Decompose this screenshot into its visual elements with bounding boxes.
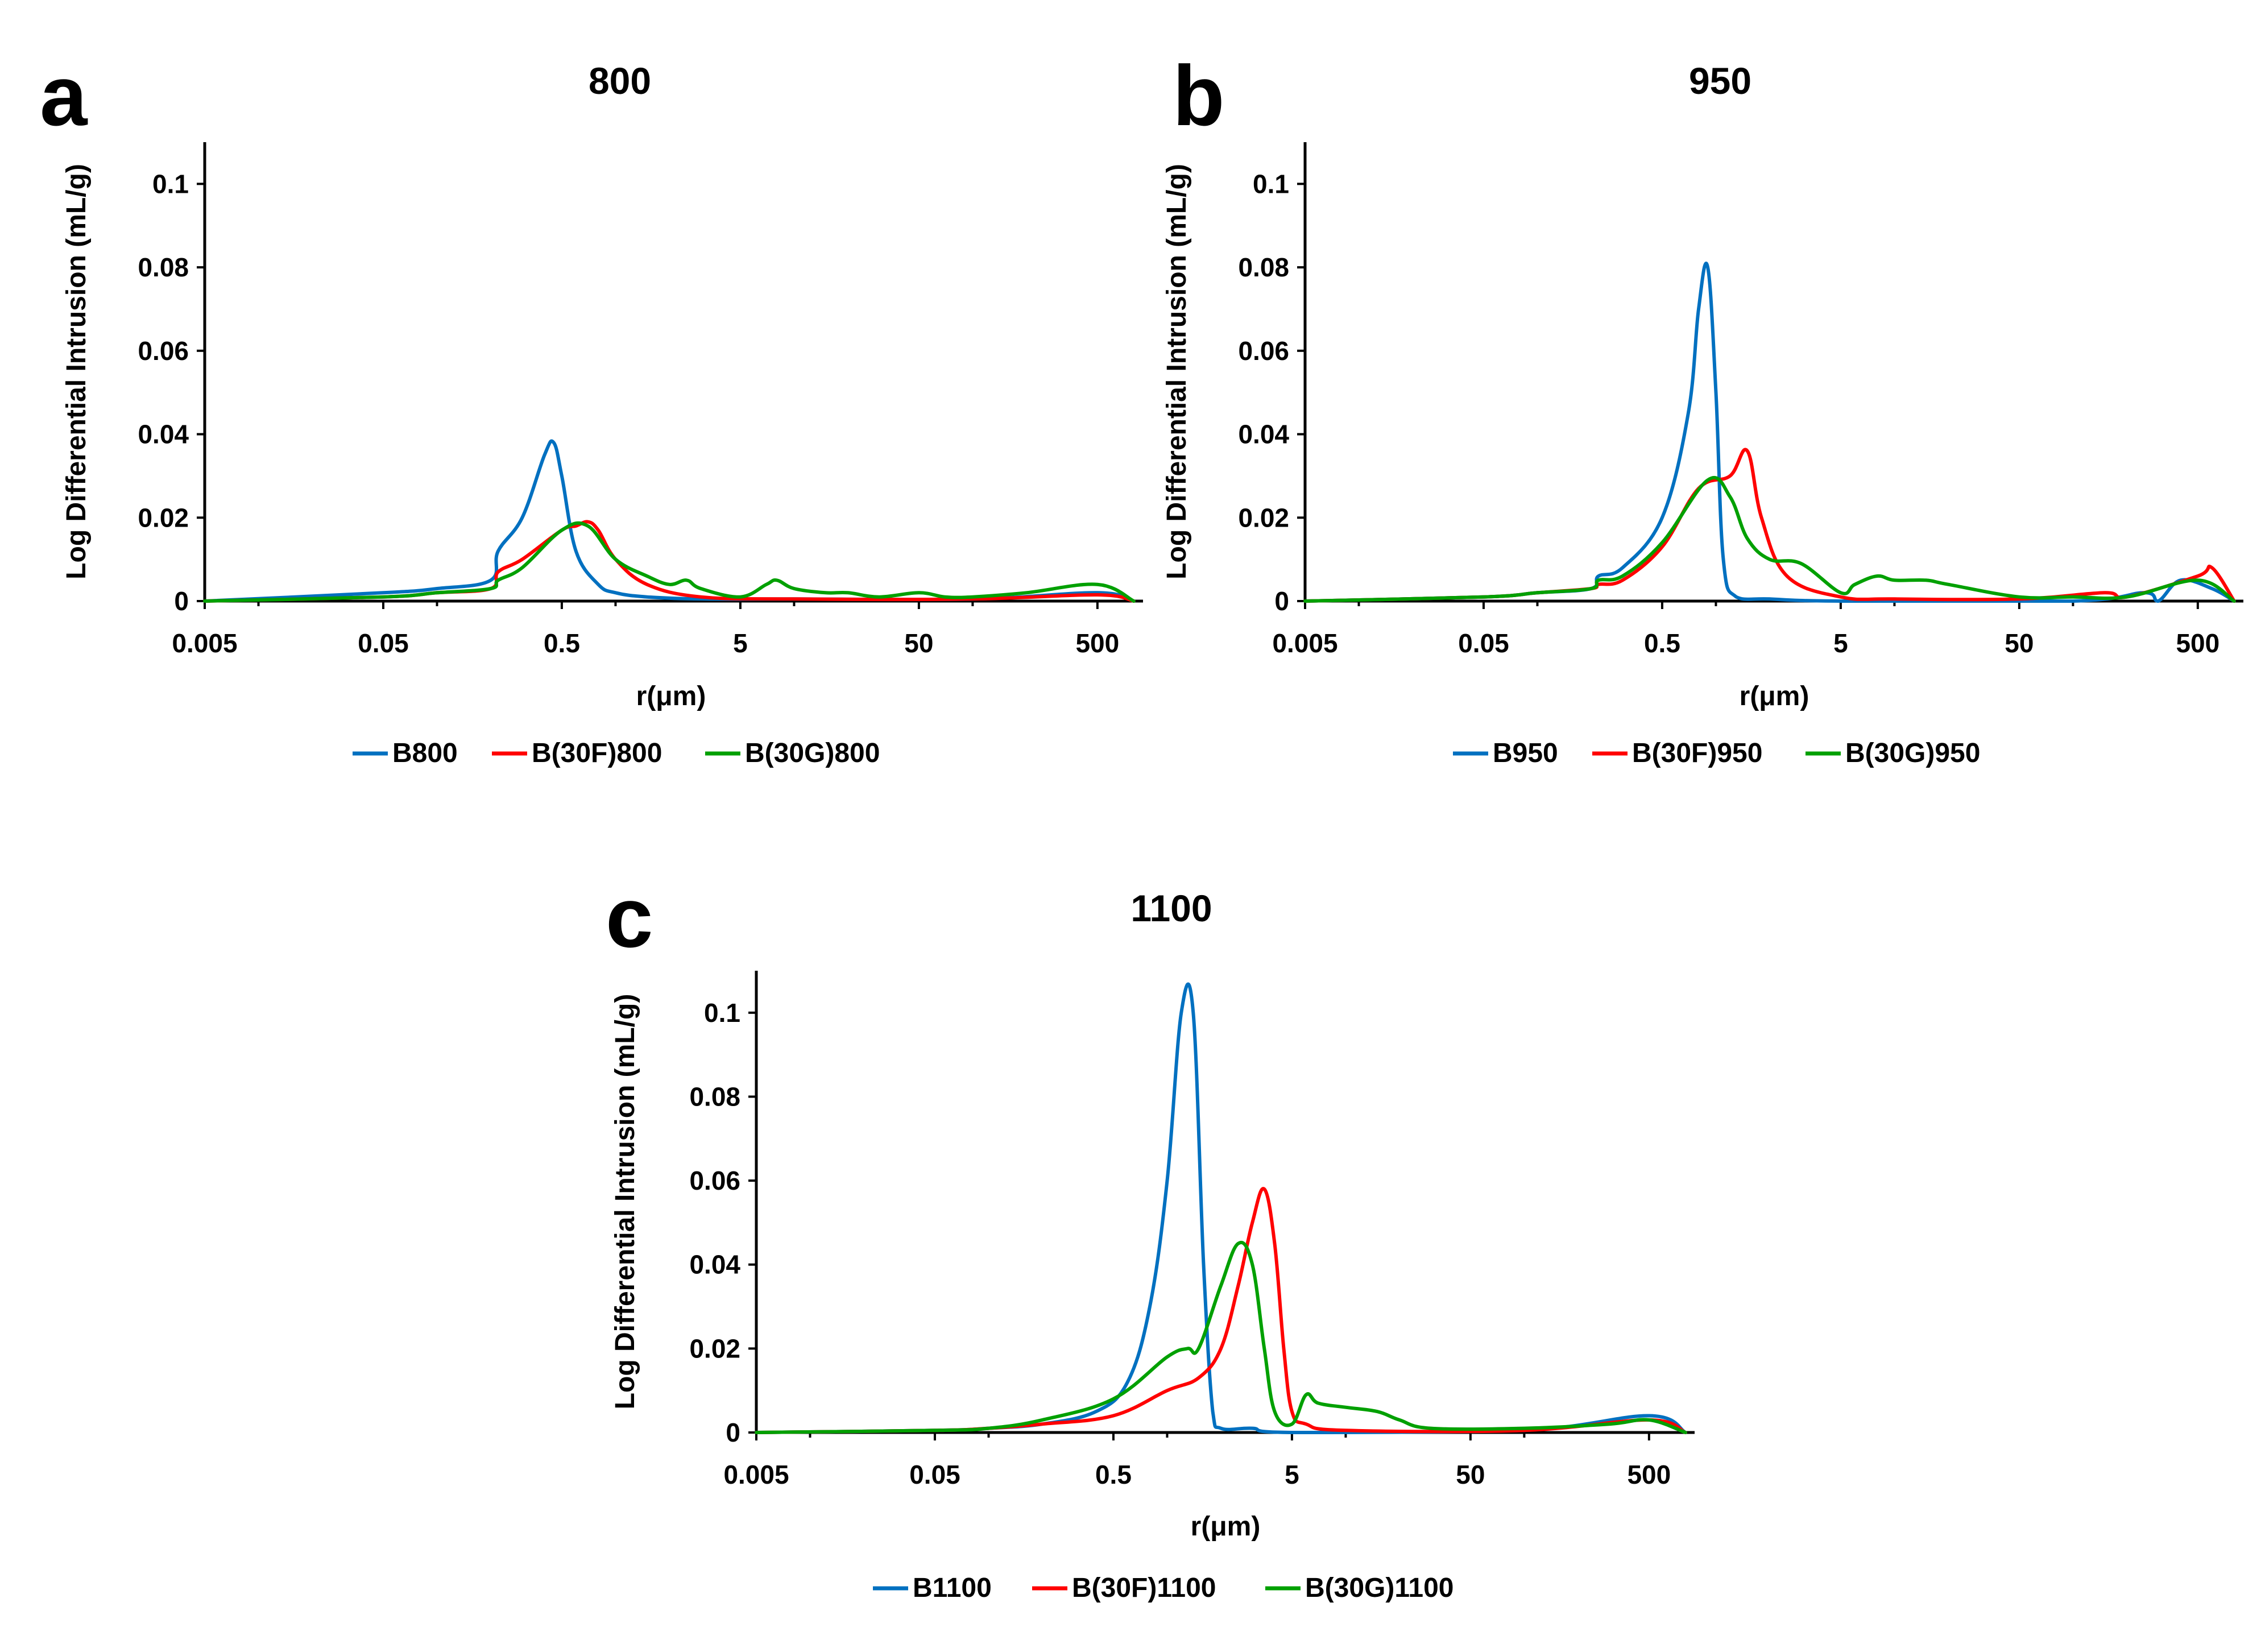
series-line-b-30g-800 [203,521,1136,603]
x-tick-label: 5 [1285,1460,1299,1489]
y-tick-label: 0.08 [138,252,189,282]
y-tick-label: 0.06 [138,336,189,366]
x-tick-label: 0.005 [172,628,237,658]
x-tick-label: 5 [1833,628,1848,658]
legend-label: B800 [392,738,458,768]
chart-panel-b: b 950 0 0.02 0.04 0.06 0.08 0.1 0.005 0.05 0.5 5 50 5… [1162,48,2243,768]
y-tick-label: 0 [1274,586,1289,616]
legend-label: B(30G)800 [745,738,880,768]
x-tick-label: 0.5 [1644,628,1680,658]
series-line-b-30f-800 [203,520,1136,603]
x-tick-label: 5 [733,628,748,658]
x-tick-label: 0.005 [723,1460,789,1489]
x-axis-title: r(μm) [636,681,706,711]
x-tick-label: 50 [2005,628,2034,658]
series-line-b-30f-950 [1303,448,2236,603]
x-axis-title: r(μm) [1740,681,1809,711]
series-line-b-30g-950 [1303,475,2236,603]
panel-letter: b [1173,48,1225,143]
y-tick-label: 0.04 [138,420,189,449]
x-tick-label: 500 [2176,628,2219,658]
x-tick-label: 500 [1075,628,1119,658]
chart-panel-a: a 800 0 0.02 0.04 0.06 0.08 0.1 0.005 0.05 0.5 5 50 5… [40,48,1143,768]
legend-label: B(30G)1100 [1305,1573,1454,1603]
y-tick-label: 0.1 [1253,169,1289,198]
x-tick-label: 0.05 [909,1460,960,1489]
y-tick-label: 0.08 [1238,252,1289,282]
legend-label: B(30F)950 [1632,738,1762,768]
legend-label: B1100 [913,1573,992,1603]
series-line-b-30g-1100 [755,1241,1687,1434]
series-line-b-30f-1100 [755,1187,1687,1434]
y-tick-label: 0.06 [1238,336,1289,366]
chart-panel-c: c 1100 0 0.02 0.04 0.06 0.08 0.1 0.005 0.05 0.5 5 50… [606,870,1695,1603]
x-tick-label: 0.05 [358,628,409,658]
y-tick-label: 0.1 [704,998,740,1028]
legend-label: B950 [1493,738,1558,768]
legend-label: B(30F)1100 [1072,1573,1216,1603]
chart-title: 800 [589,60,651,102]
x-tick-label: 0.005 [1272,628,1337,658]
y-tick-label: 0.04 [1238,420,1289,449]
y-tick-label: 0.1 [152,169,189,198]
legend-label: B(30G)950 [1845,738,1980,768]
y-tick-label: 0.04 [689,1250,740,1280]
x-tick-label: 0.5 [544,628,580,658]
y-axis-title: Log Differential Intrusion (mL/g) [61,164,92,579]
y-axis-title: Log Differential Intrusion (mL/g) [1162,164,1192,579]
series-line-b950 [1303,262,2236,603]
y-tick-label: 0.02 [689,1334,740,1363]
x-tick-label: 500 [1627,1460,1671,1489]
panel-letter: c [606,870,653,965]
y-tick-label: 0.02 [138,503,189,532]
series-line-b800 [203,439,1136,603]
y-tick-label: 0.08 [689,1082,740,1111]
y-tick-label: 0 [174,586,189,616]
y-axis-title: Log Differential Intrusion (mL/g) [610,994,640,1410]
chart-title: 950 [1689,60,1751,102]
x-tick-label: 50 [1456,1460,1485,1489]
chart-title: 1100 [1130,887,1212,929]
panel-letter: a [40,48,88,143]
x-tick-label: 0.05 [1458,628,1509,658]
legend-label: B(30F)800 [532,738,662,768]
y-tick-label: 0 [726,1418,740,1447]
series-line-b1100 [755,982,1687,1434]
x-tick-label: 50 [904,628,933,658]
x-tick-label: 0.5 [1095,1460,1132,1489]
y-tick-label: 0.02 [1238,503,1289,532]
y-tick-label: 0.06 [689,1166,740,1195]
x-axis-title: r(μm) [1191,1512,1261,1542]
